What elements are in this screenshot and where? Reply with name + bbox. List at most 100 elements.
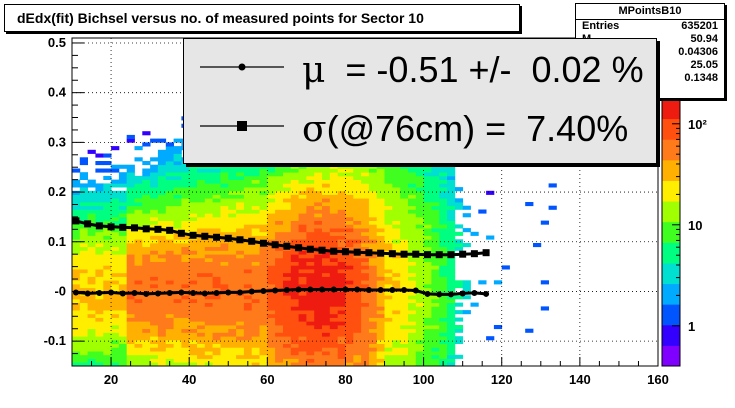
heatmap-cell: [384, 209, 393, 214]
heatmap-cell: [408, 276, 417, 281]
heatmap-cell: [345, 261, 354, 266]
heatmap-cell: [384, 194, 393, 199]
heatmap-cell: [111, 328, 120, 333]
x-tick-label: 140: [569, 372, 591, 387]
palette-swatch: [662, 221, 680, 243]
heatmap-cell: [493, 325, 503, 330]
heatmap-cell: [189, 358, 198, 363]
heatmap-cell: [439, 298, 448, 303]
heatmap-cell: [454, 325, 464, 330]
heatmap-cell: [189, 216, 198, 221]
heatmap-cell: [259, 321, 268, 326]
heatmap-cell: [290, 179, 299, 184]
heatmap-cell: [251, 272, 260, 277]
heatmap-cell: [267, 272, 276, 277]
heatmap-cell: [150, 298, 159, 303]
heatmap-cell: [236, 213, 245, 218]
heatmap-cell: [79, 332, 88, 337]
heatmap-cell: [212, 183, 221, 188]
heatmap-cell: [181, 343, 190, 348]
heatmap-cell: [275, 216, 284, 221]
heatmap-cell: [447, 276, 456, 281]
heatmap-cell: [259, 351, 268, 356]
heatmap-cell: [165, 317, 174, 322]
heatmap-cell: [103, 209, 112, 214]
heatmap-cell: [87, 254, 96, 259]
heatmap-cell: [337, 209, 346, 214]
heatmap-cell: [134, 265, 143, 270]
heatmap-cell: [204, 231, 213, 236]
heatmap-cell: [368, 272, 378, 277]
heatmap-cell: [275, 313, 284, 318]
heatmap-cell: [322, 276, 331, 281]
heatmap-cell: [118, 198, 128, 203]
heatmap-cell: [134, 175, 143, 180]
heatmap-cell: [197, 168, 206, 173]
heatmap-cell: [236, 351, 245, 356]
heatmap-cell: [345, 298, 354, 303]
heatmap-cell: [329, 313, 338, 318]
heatmap-cell: [79, 336, 88, 341]
heatmap-cell: [157, 224, 167, 229]
heatmap-cell: [103, 168, 112, 173]
heatmap-cell: [157, 295, 167, 300]
heatmap-cell: [212, 216, 221, 221]
heatmap-cell: [259, 224, 268, 229]
heatmap-cell: [173, 354, 182, 359]
heatmap-cell: [283, 291, 292, 296]
heatmap-cell: [415, 228, 424, 233]
heatmap-cell: [415, 257, 424, 262]
heatmap-cell: [275, 328, 284, 333]
heatmap-cell: [423, 351, 432, 356]
heatmap-cell: [165, 272, 174, 277]
heatmap-cell: [415, 209, 424, 214]
heatmap-cell: [376, 354, 385, 359]
heatmap-cell: [408, 343, 417, 348]
heatmap-cell: [337, 231, 346, 236]
heatmap-cell: [384, 317, 393, 322]
heatmap-cell: [298, 175, 307, 180]
heatmap-cell: [454, 339, 464, 344]
heatmap-cell: [87, 306, 96, 311]
heatmap-cell: [212, 362, 221, 367]
heatmap-cell: [345, 358, 354, 363]
heatmap-cell: [267, 261, 276, 266]
heatmap-cell: [220, 276, 229, 281]
legend-marker-square: [200, 121, 284, 131]
heatmap-cell: [243, 287, 253, 292]
heatmap-cell: [87, 198, 96, 203]
heatmap-cell: [368, 328, 378, 333]
heatmap-cell: [103, 161, 112, 166]
heatmap-cell: [290, 339, 299, 344]
heatmap-cell: [439, 179, 448, 184]
heatmap-cell: [306, 239, 315, 244]
heatmap-cell: [220, 216, 229, 221]
heatmap-cell: [204, 269, 213, 274]
heatmap-cell: [126, 198, 135, 203]
heatmap-cell: [322, 302, 331, 307]
heatmap-cell: [376, 328, 385, 333]
heatmap-cell: [79, 328, 88, 333]
heatmap-cell: [204, 246, 213, 251]
heatmap-cell: [392, 198, 401, 203]
x-tick-label: 160: [647, 372, 669, 387]
heatmap-cell: [243, 164, 253, 169]
y-tick-label: 0.4: [48, 85, 67, 100]
heatmap-cell: [134, 254, 143, 259]
heatmap-cell: [251, 194, 260, 199]
heatmap-cell: [376, 213, 385, 218]
heatmap-cell: [134, 325, 143, 330]
heatmap-cell: [142, 190, 151, 195]
heatmap-cell: [306, 175, 315, 180]
heatmap-cell: [361, 328, 370, 333]
heatmap-cell: [290, 187, 299, 192]
heatmap-cell: [306, 183, 315, 188]
heatmap-cell: [126, 239, 135, 244]
heatmap-cell: [189, 328, 198, 333]
heatmap-cell: [259, 209, 268, 214]
data-point-mu: [190, 289, 197, 296]
heatmap-cell: [337, 179, 346, 184]
palette-swatch: [662, 118, 680, 140]
data-point-mu: [401, 286, 408, 293]
heatmap-cell: [431, 231, 440, 236]
